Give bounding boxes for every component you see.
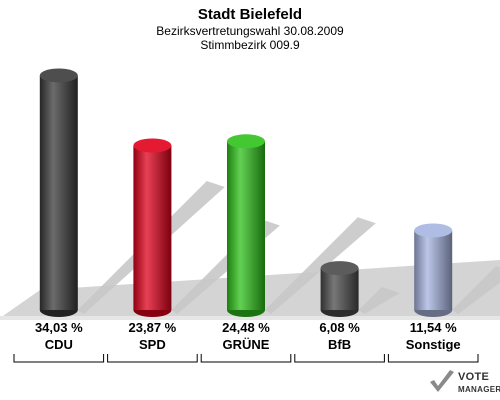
category-label: CDU bbox=[44, 337, 73, 352]
chart-subtitle-district: Stimmbezirk 009.9 bbox=[200, 38, 300, 52]
chart-subtitle: Bezirksvertretungswahl 30.08.2009 bbox=[156, 24, 344, 38]
category-bracket bbox=[13, 354, 105, 363]
value-label: 23,87 % bbox=[128, 320, 177, 335]
category-label: SPD bbox=[139, 337, 166, 352]
category-bracket bbox=[200, 354, 292, 363]
vote-manager-logo: VOTE MANAGER bbox=[428, 368, 500, 400]
logo-text-manager: MANAGER bbox=[458, 385, 500, 394]
bar-shadow bbox=[265, 217, 376, 314]
category-label: Sonstige bbox=[405, 337, 461, 352]
value-label: 11,54 % bbox=[409, 320, 457, 335]
value-label: 34,03 % bbox=[34, 320, 83, 335]
bar-spd bbox=[133, 138, 172, 317]
bar-cdu bbox=[39, 68, 78, 317]
category-bracket bbox=[294, 354, 385, 363]
bar-grüne bbox=[227, 134, 265, 317]
chart-floor-edge bbox=[0, 316, 500, 320]
bar-shadow bbox=[358, 286, 400, 314]
logo-text-vote: VOTE bbox=[458, 371, 490, 383]
category-bracket bbox=[107, 354, 198, 363]
chart-title: Stadt Bielefeld bbox=[197, 6, 303, 23]
category-label: BfB bbox=[328, 337, 352, 352]
category-bracket bbox=[387, 354, 479, 363]
bar-sonstige bbox=[414, 223, 453, 317]
value-label: 24,48 % bbox=[222, 320, 270, 335]
value-label: 6,08 % bbox=[319, 320, 360, 335]
logo-check-icon bbox=[430, 370, 454, 392]
category-label: GRÜNE bbox=[222, 337, 270, 352]
bar-shadow bbox=[452, 266, 500, 314]
bar-bfb bbox=[320, 261, 359, 317]
